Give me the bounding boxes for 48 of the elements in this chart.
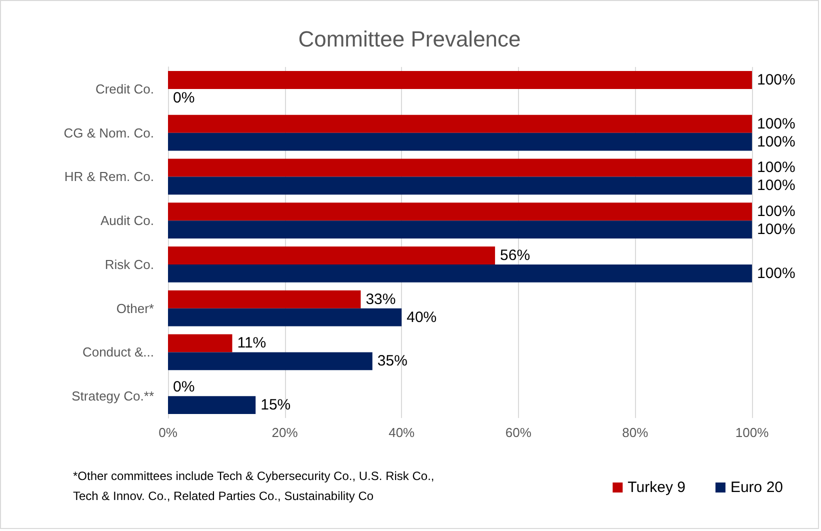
data-label: 35% bbox=[377, 352, 408, 370]
data-label: 100% bbox=[757, 115, 796, 132]
bar bbox=[168, 114, 752, 133]
y-tick-label: Conduct &... bbox=[82, 344, 154, 360]
bar bbox=[168, 220, 752, 239]
data-label: 15% bbox=[260, 396, 291, 414]
text: *Other committees include Tech & Cybersecurity Co., U.S. Risk Co., Tech & Innov. Co., Related Parties Co., Sustainability Co bbox=[73, 469, 438, 503]
data-label: 33% bbox=[366, 290, 396, 308]
data-label: 100% bbox=[757, 71, 796, 88]
data-label: 100% bbox=[757, 221, 796, 238]
legend-label: Turkey 9 bbox=[628, 479, 686, 496]
chart-title: Committee Prevalence bbox=[298, 26, 521, 52]
x-tick-label: 100% bbox=[735, 425, 770, 440]
y-tick-label: Audit Co. bbox=[100, 213, 154, 228]
bar bbox=[168, 308, 402, 326]
bar bbox=[168, 290, 361, 308]
bar bbox=[168, 202, 752, 221]
x-tick-label: 0% bbox=[158, 425, 178, 440]
y-tick-label: CG & Nom. Co. bbox=[64, 125, 154, 140]
data-label: 11% bbox=[237, 334, 266, 352]
data-label: 100% bbox=[757, 133, 796, 150]
bar bbox=[168, 132, 752, 151]
data-label: 100% bbox=[757, 264, 796, 282]
y-tick-label: Risk Co. bbox=[104, 256, 154, 272]
data-label: 100% bbox=[757, 177, 796, 194]
bar bbox=[168, 264, 752, 282]
y-tick-label: Strategy Co.** bbox=[72, 388, 154, 404]
bar bbox=[168, 176, 752, 195]
x-tick-label: 60% bbox=[505, 425, 532, 440]
y-tick-label: Other* bbox=[116, 300, 154, 316]
data-label: 100% bbox=[757, 203, 796, 220]
y-tick-label: Credit Co. bbox=[95, 81, 154, 96]
legend-label: Euro 20 bbox=[730, 479, 784, 496]
bar bbox=[168, 246, 496, 264]
data-label: 56% bbox=[500, 246, 530, 264]
bar bbox=[168, 396, 256, 414]
x-tick-label: 80% bbox=[622, 425, 649, 440]
bar bbox=[168, 70, 752, 89]
data-label: 40% bbox=[406, 308, 437, 326]
x-tick-label: 40% bbox=[388, 425, 416, 440]
y-tick-label: HR & Rem. Co. bbox=[64, 169, 154, 184]
bar bbox=[168, 158, 752, 177]
bar bbox=[168, 334, 232, 352]
bar bbox=[168, 352, 372, 370]
x-tick-label: 20% bbox=[272, 425, 298, 440]
data-label: 0% bbox=[173, 378, 195, 396]
data-label: 0% bbox=[173, 89, 195, 106]
data-label: 100% bbox=[757, 159, 796, 176]
